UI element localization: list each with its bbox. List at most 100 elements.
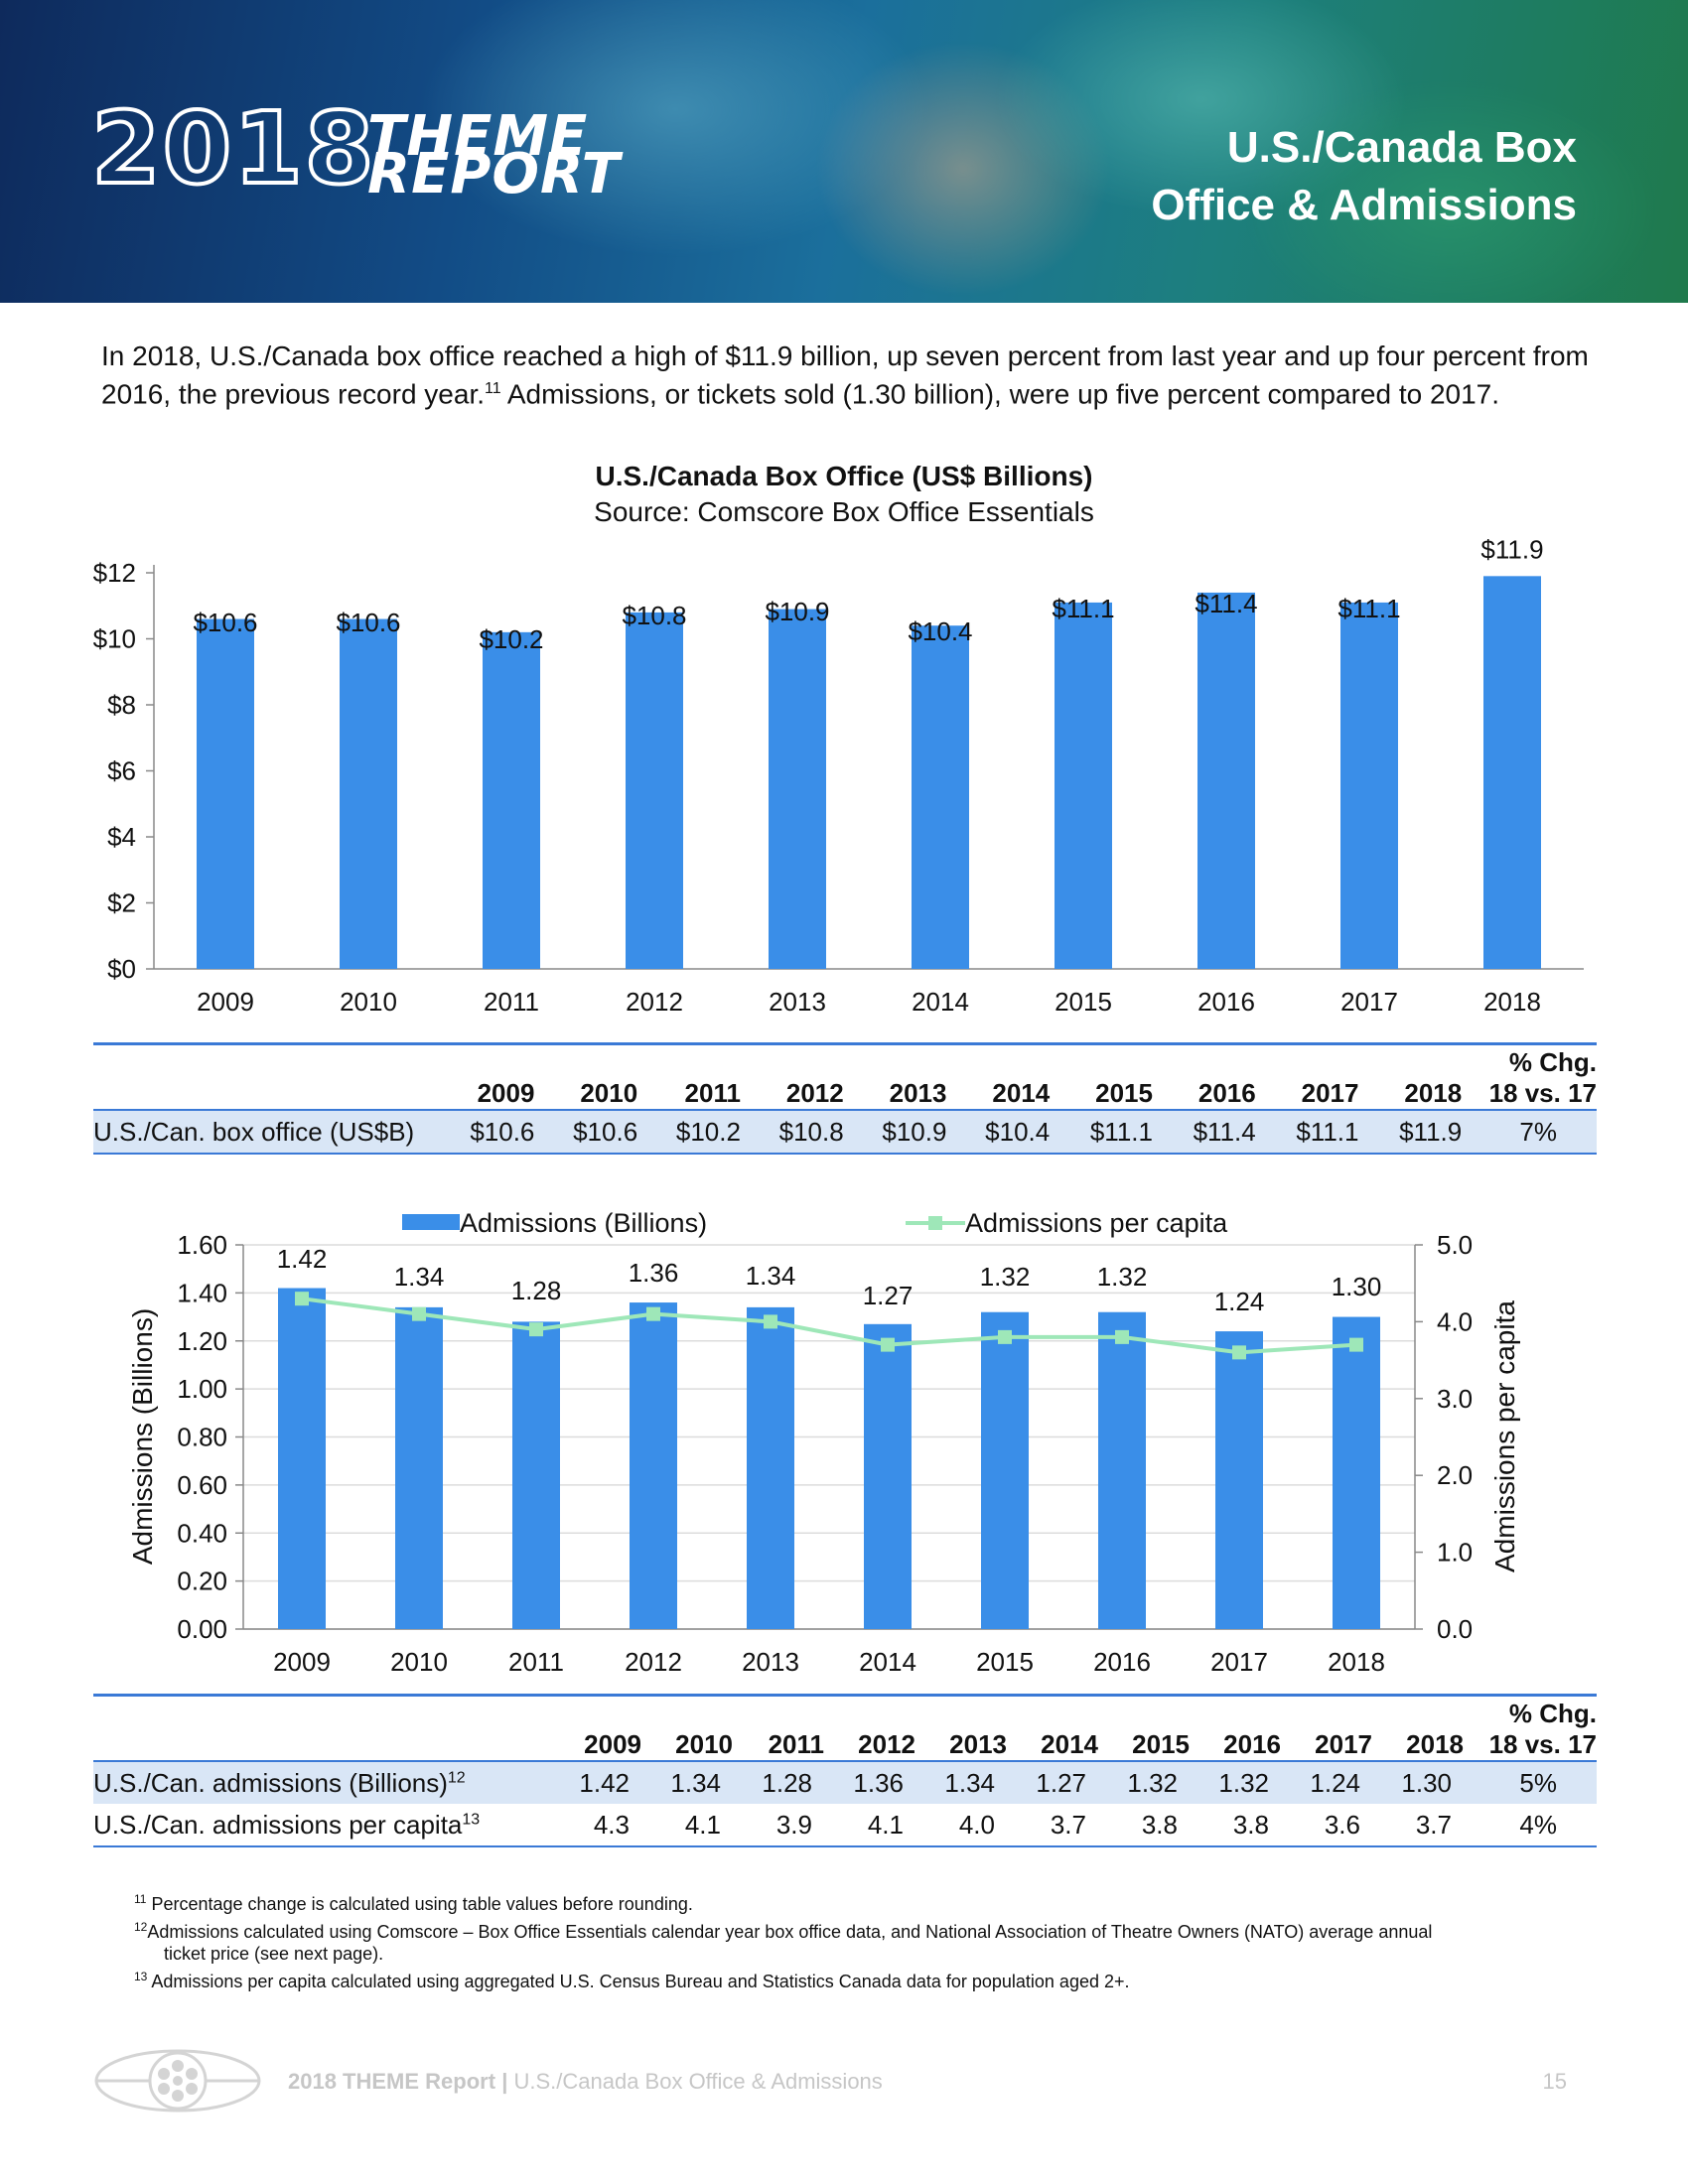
footnote-number: 11 [134, 1892, 147, 1906]
table-cell: $11.1 [1089, 1116, 1153, 1147]
legend-swatch-marker [928, 1216, 942, 1230]
x-tick-label: 2009 [273, 1647, 331, 1677]
line-point [1349, 1337, 1363, 1352]
year-header: 2009 [477, 1078, 535, 1108]
year-header: 2016 [1197, 1078, 1256, 1108]
table-cell: 3.9 [775, 1809, 812, 1840]
line-point [764, 1314, 777, 1329]
x-tick-label: 2010 [390, 1647, 448, 1677]
page-title-line2: Office & Admissions [1151, 181, 1577, 229]
bar [630, 1302, 677, 1629]
intro-text-b: Admissions, or tickets sold (1.30 billio… [500, 378, 1500, 410]
table-cell: 1.27 [1036, 1767, 1086, 1798]
footnote-text-cont: ticket price (see next page). [164, 1944, 384, 1964]
year-header: 2018 [1406, 1729, 1464, 1759]
table-cell: $10.4 [985, 1116, 1051, 1147]
footer-report-name: 2018 THEME Report | U.S./Canada Box Offi… [288, 2069, 883, 2095]
bar [769, 609, 826, 969]
y-tick-label: $0 [107, 954, 136, 984]
data-label: 1.28 [511, 1276, 562, 1305]
x-tick-label: 2013 [769, 987, 826, 1017]
header-banner: 2018 THEME REPORT U.S./Canada Box Office… [0, 0, 1688, 303]
table-cell: $11.4 [1193, 1116, 1256, 1147]
table-cell: 4.3 [593, 1809, 630, 1840]
admissions-combo-chart: 0.00 0.20 0.40 0.60 0.80 1.00 1.20 1.40 1.60 0.0 1… [127, 1208, 1520, 1677]
pct-change-line2: 18 vs. 17 [1488, 1078, 1597, 1108]
bar [197, 618, 254, 969]
table-cell: $10.2 [675, 1116, 741, 1147]
bar [1333, 1316, 1380, 1629]
x-tick-label: 2009 [197, 987, 254, 1017]
row-label: U.S./Can. admissions (Billions)12 [93, 1762, 550, 1804]
pct-change-header: % Chg. 18 vs. 17 [1462, 1047, 1597, 1109]
film-reel-icon [94, 2049, 261, 2113]
data-label: $11.1 [1337, 594, 1400, 623]
page-title: U.S./Canada Box Office & Admissions [1151, 119, 1577, 234]
table-cell: 1.36 [853, 1767, 904, 1798]
x-tick-label: 2016 [1197, 987, 1255, 1017]
data-label: 1.34 [746, 1261, 796, 1291]
y2-tick-label: 2.0 [1437, 1460, 1473, 1490]
data-label: $10.9 [765, 597, 829, 626]
y-tick-label: 1.00 [177, 1374, 227, 1404]
x-tick-label: 2012 [626, 987, 683, 1017]
bar [1055, 602, 1112, 969]
y-axis-title: Admissions (Billions) [127, 1308, 158, 1565]
page-number: 15 [1542, 2069, 1567, 2094]
table-cell: $10.6 [573, 1116, 638, 1147]
data-label: 1.42 [277, 1244, 328, 1274]
y-tick-label: 1.20 [177, 1326, 227, 1356]
footnote-ref-13: 13 [462, 1810, 481, 1828]
x-tick-label: 2017 [1340, 987, 1398, 1017]
table-cell: 1.32 [1127, 1767, 1178, 1798]
pct-change-line1: % Chg. [1508, 1699, 1597, 1728]
table-cell: 1.30 [1401, 1767, 1452, 1798]
row-label-text: U.S./Can. admissions per capita [93, 1809, 463, 1840]
legend-label-bars: Admissions (Billions) [460, 1208, 707, 1238]
bar [1340, 602, 1398, 969]
footnote-number: 12 [134, 1920, 148, 1934]
bar [912, 625, 969, 969]
table-cell: $11.1 [1296, 1116, 1359, 1147]
table-header-empty [93, 1699, 550, 1760]
year-header: 2017 [1301, 1078, 1359, 1108]
x-tick-label: 2016 [1093, 1647, 1151, 1677]
footnote-13: 13 Admissions per capita calculated usin… [134, 1966, 1604, 1992]
footnote-text: Admissions per capita calculated using a… [151, 1972, 1130, 1991]
bar [747, 1306, 794, 1629]
year-header: 2015 [1095, 1078, 1153, 1108]
data-label: $11.9 [1480, 536, 1543, 564]
row-label-text: U.S./Can. admissions (Billions) [93, 1767, 448, 1798]
logo-year: 2018 [89, 90, 376, 206]
year-header: 2014 [992, 1078, 1051, 1108]
line-point [412, 1306, 426, 1321]
table-cell: 3.7 [1415, 1809, 1452, 1840]
x-tick-label: 2017 [1210, 1647, 1268, 1677]
y-tick-label: 0.60 [177, 1470, 227, 1500]
footer-section: U.S./Canada Box Office & Admissions [513, 2069, 883, 2094]
table-cell: 1.34 [944, 1767, 995, 1798]
footnote-ref-11: 11 [485, 380, 501, 397]
y-tick-label: $4 [107, 822, 136, 852]
bar [512, 1321, 560, 1629]
x-tick-label: 2018 [1328, 1647, 1385, 1677]
pct-change-cell: 7% [1519, 1116, 1557, 1147]
pct-change-cell: 4% [1519, 1809, 1557, 1840]
data-label: 1.34 [394, 1262, 445, 1292]
table1-bottom-rule [93, 1153, 1597, 1155]
footnote-11: 11 Percentage change is calculated using… [134, 1888, 1604, 1915]
year-header: 2015 [1132, 1729, 1190, 1759]
table2-top-rule [93, 1694, 1597, 1697]
table1-header-rule [93, 1109, 1597, 1111]
bar [981, 1311, 1029, 1629]
year-header: 2013 [949, 1729, 1007, 1759]
table-row: U.S./Can. admissions per capita13 4.3 4.… [93, 1804, 1597, 1845]
table-cell: $10.9 [882, 1116, 947, 1147]
table-cell: 1.32 [1218, 1767, 1269, 1798]
x-tick-label: 2014 [859, 1647, 916, 1677]
bar [1483, 576, 1541, 969]
footnote-text: Percentage change is calculated using ta… [151, 1894, 693, 1914]
data-label: 1.32 [980, 1262, 1031, 1292]
table-cell: $10.8 [778, 1116, 844, 1147]
y2-tick-label: 5.0 [1437, 1230, 1473, 1260]
